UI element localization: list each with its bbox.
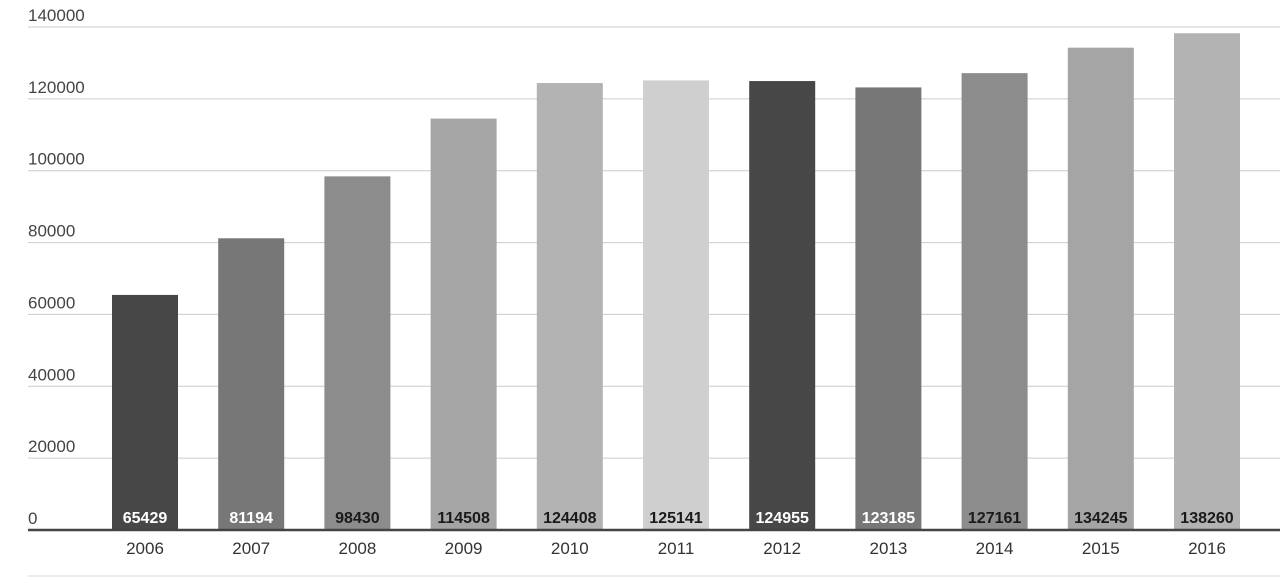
data-label-2014: 127161 bbox=[968, 510, 1021, 527]
bar-2006 bbox=[112, 294, 178, 530]
y-tick-label: 120000 bbox=[28, 78, 85, 97]
data-labels: 65429 81194 98430 114508 124408 125141 124955 1… bbox=[123, 510, 1234, 527]
data-label-2007: 81194 bbox=[229, 510, 273, 527]
data-label-2008: 98430 bbox=[335, 510, 380, 527]
bars bbox=[112, 33, 1240, 531]
bar-2016 bbox=[1174, 33, 1240, 530]
x-tick-label: 2009 bbox=[445, 539, 483, 558]
x-tick-label: 2012 bbox=[763, 539, 801, 558]
x-axis-ticks: 2006 2007 2008 2009 2010 2011 2012 2013 2014 2015… bbox=[126, 539, 1226, 558]
x-tick-label: 2013 bbox=[869, 539, 907, 558]
data-label-2011: 125141 bbox=[649, 510, 702, 527]
x-tick-label: 2015 bbox=[1082, 539, 1120, 558]
bar-2010 bbox=[536, 83, 603, 530]
x-tick-label: 2016 bbox=[1188, 539, 1226, 558]
data-label-2006: 65429 bbox=[123, 510, 168, 527]
bar-2009 bbox=[430, 118, 497, 530]
x-tick-label: 2008 bbox=[338, 539, 376, 558]
data-label-2016: 138260 bbox=[1180, 510, 1233, 527]
bar-2014 bbox=[961, 73, 1028, 530]
y-tick-label: 20000 bbox=[28, 437, 75, 456]
y-tick-label: 0 bbox=[28, 509, 37, 528]
data-label-2015: 134245 bbox=[1074, 510, 1127, 527]
y-axis-ticks: 0 20000 40000 60000 80000 100000 120000 140000 bbox=[28, 6, 85, 528]
data-label-2010: 124408 bbox=[543, 510, 596, 527]
data-label-2012: 124955 bbox=[756, 510, 809, 527]
x-tick-label: 2010 bbox=[551, 539, 589, 558]
bar-2011 bbox=[643, 80, 709, 530]
y-tick-label: 60000 bbox=[28, 293, 75, 312]
x-tick-label: 2007 bbox=[232, 539, 270, 558]
bar-2008 bbox=[324, 176, 391, 530]
y-tick-label: 80000 bbox=[28, 222, 75, 241]
y-tick-label: 100000 bbox=[28, 150, 85, 169]
y-tick-label: 40000 bbox=[28, 365, 75, 384]
y-tick-label: 140000 bbox=[28, 6, 85, 25]
x-tick-label: 2011 bbox=[658, 539, 695, 558]
bar-2015 bbox=[1067, 47, 1134, 531]
bar-2013 bbox=[855, 87, 922, 531]
bar-2012 bbox=[749, 81, 816, 530]
data-label-2013: 123185 bbox=[862, 510, 915, 527]
data-label-2009: 114508 bbox=[437, 510, 490, 527]
x-tick-label: 2006 bbox=[126, 539, 164, 558]
x-tick-label: 2014 bbox=[976, 539, 1014, 558]
bar-2007 bbox=[218, 238, 285, 530]
